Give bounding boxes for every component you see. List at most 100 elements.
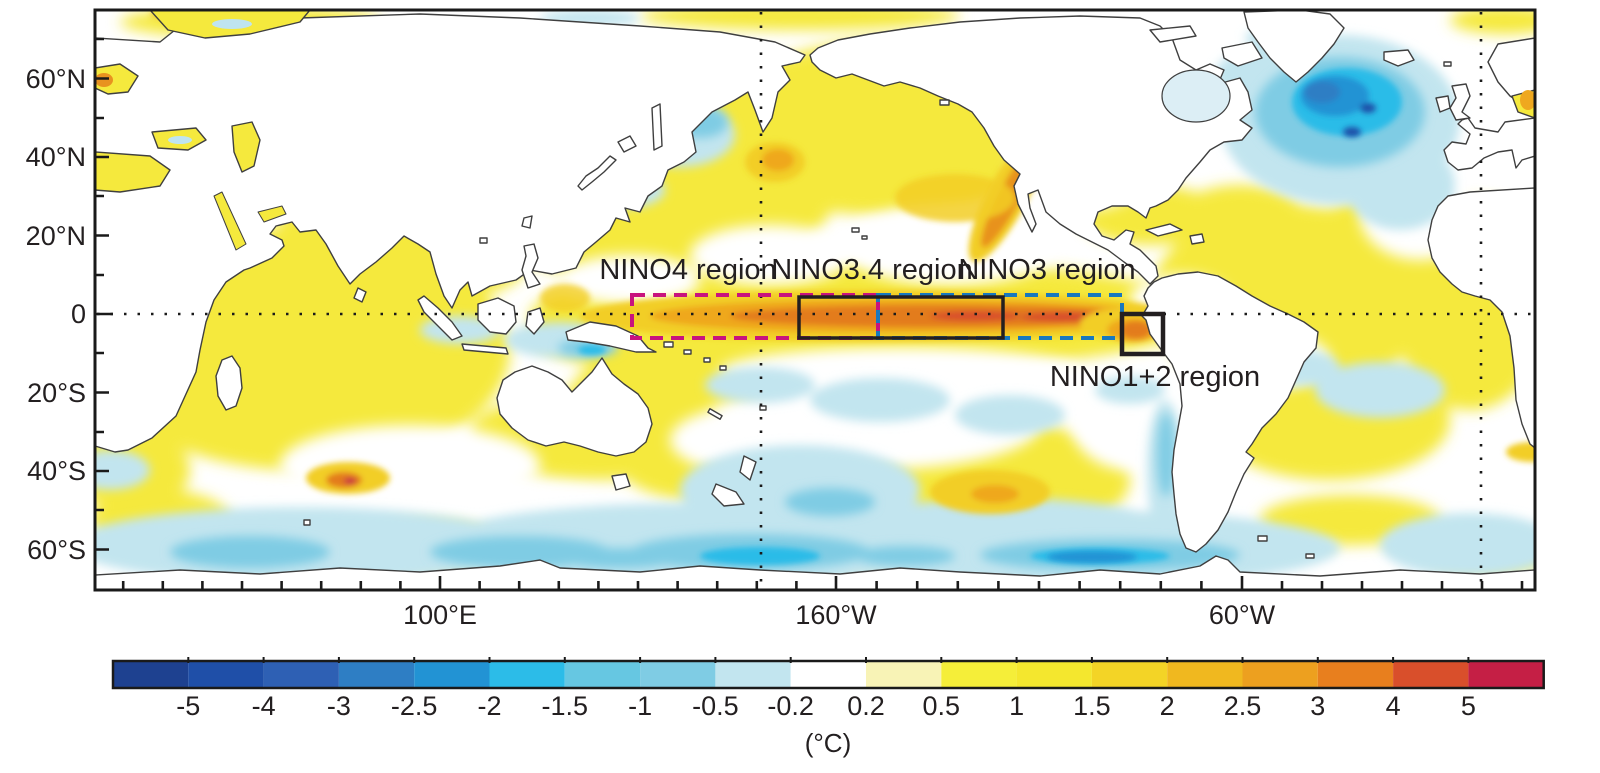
colorbar-tick-label: -2.5 [391,691,438,721]
landmass-north-america [809,15,1253,285]
colorbar-cell [1393,661,1469,688]
colorbar-tick-label: -2 [477,691,501,721]
colorbar-cell [113,661,189,688]
colorbar-cell [414,661,490,688]
landmass-hispaniola [1189,233,1205,245]
landmass-eurasia-africa [96,13,806,453]
lon-major-ticks [438,576,1244,590]
nino12-box [1119,311,1166,357]
lat-major-ticks [95,77,113,551]
landmasses [96,11,1534,589]
lat-label-20s: 20°S [27,378,86,408]
landmass-borneo [477,297,517,335]
sea-mediterranean-left [96,151,171,193]
landmass-new-zealand [711,455,757,507]
sea-hudson-bay [1161,69,1231,123]
landmass-baffin [1221,41,1263,67]
landmass-antarctica [96,555,1534,589]
lon-label-60w: 60°W [1209,600,1276,630]
landmass-sumatra [417,295,463,341]
reference-gridlines [97,12,1533,588]
lon-minor-ticks [121,581,1524,590]
colorbar-tick-label: -1.5 [542,691,589,721]
lat-label-20n: 20°N [26,221,86,251]
landmass-britain [1449,83,1471,121]
landmass-tasmania [611,473,631,491]
map-frame [93,8,1537,592]
colorbar-cell [1468,661,1544,688]
landmass-new-guinea [565,321,657,353]
small-islands [303,61,1452,559]
lat-label-60n: 60°N [26,64,86,94]
sea-caspian [231,121,261,173]
colorbar-cell [1242,661,1318,688]
landmass-sakhalin [651,103,663,151]
lat-label-60s: 60°S [27,535,86,565]
colorbar-cell [338,661,415,688]
colorbar-tick-label: 0.5 [923,691,961,721]
nino3-region-label: NINO3 region [958,254,1135,286]
landmass-philippines [521,243,541,289]
landmass-europe [1443,117,1534,171]
nino4-region-label: NINO4 region [599,254,776,286]
colorbar-tick-label: 2.5 [1224,691,1262,721]
landmass-ireland [1435,95,1451,113]
sea-persian-gulf [257,205,287,223]
colorbar-tick-label: 2 [1160,691,1175,721]
ocean-anomaly-art [96,11,1534,589]
axis-ticks [95,37,1524,590]
colorbar-cell [640,661,716,688]
nino34-box [797,295,1005,340]
landmass-taiwan [521,215,533,229]
lat-label-40n: 40°N [26,142,86,172]
colorbar-cell [188,661,264,688]
landmass-madagascar [215,355,243,411]
colorbar-cell [941,661,1017,688]
landmass-arctic-islands [1149,25,1197,43]
nino34-region-label: NINO3.4 region [771,254,973,286]
lon-label-160w: 160°W [795,600,877,630]
colorbar-cell [1317,661,1394,688]
lat-label-0: 0 [71,299,86,329]
colorbar-cell [564,661,641,688]
colorbar-cell [263,661,339,688]
colorbar-cell [1167,661,1243,688]
sea-red-sea [213,191,247,251]
colorbar-cell [790,661,866,688]
inland-sea-tints [96,19,1534,144]
lat-minor-ticks [95,37,104,512]
lat-axis-labels: 60°N 40°N 20°N 0 20°S 40°S 60°S [26,64,86,565]
colorbar-tick-label: -0.2 [767,691,814,721]
colorbar-cell [489,661,565,688]
colorbar-tick-label: 0.2 [847,691,885,721]
colorbar-tick-label: 1 [1009,691,1024,721]
colorbar-cells [113,661,1544,688]
nino4-box [630,293,880,340]
landmass-japan [577,135,637,191]
colorbar-cell [866,661,942,688]
colorbar-cell [1016,661,1092,688]
colorbar-cell [1091,661,1168,688]
landmass-java [461,343,509,355]
colorbar-tick-label: -0.5 [692,691,739,721]
landmass-cuba [1145,223,1183,237]
lat-label-40s: 40°S [27,456,86,486]
colorbar-tick-label: 5 [1461,691,1476,721]
landmass-iceland [1383,49,1415,67]
colorbar-tick-label: -4 [252,691,276,721]
colorbar-cell [715,661,791,688]
landmass-sri-lanka [353,287,367,303]
colorbar-tick-label: 1.5 [1073,691,1111,721]
landmass-greenland [1243,11,1345,83]
colorbar-tick-label: -3 [327,691,351,721]
lon-axis-labels: 100°E 160°W 60°W [403,600,1276,630]
colorbar: -5 -4 -3 -2.5 -2 -1.5 -1 -0.5 -0.2 0.2 0… [111,657,1545,758]
colorbar-tick-label: -5 [176,691,200,721]
landmass-australia [496,357,653,457]
nino-region-boxes [630,293,1166,357]
nino12-region-label: NINO1+2 region [1050,361,1260,393]
colorbar-frame [111,659,1545,690]
colorbar-unit-label: (°C) [805,728,852,758]
